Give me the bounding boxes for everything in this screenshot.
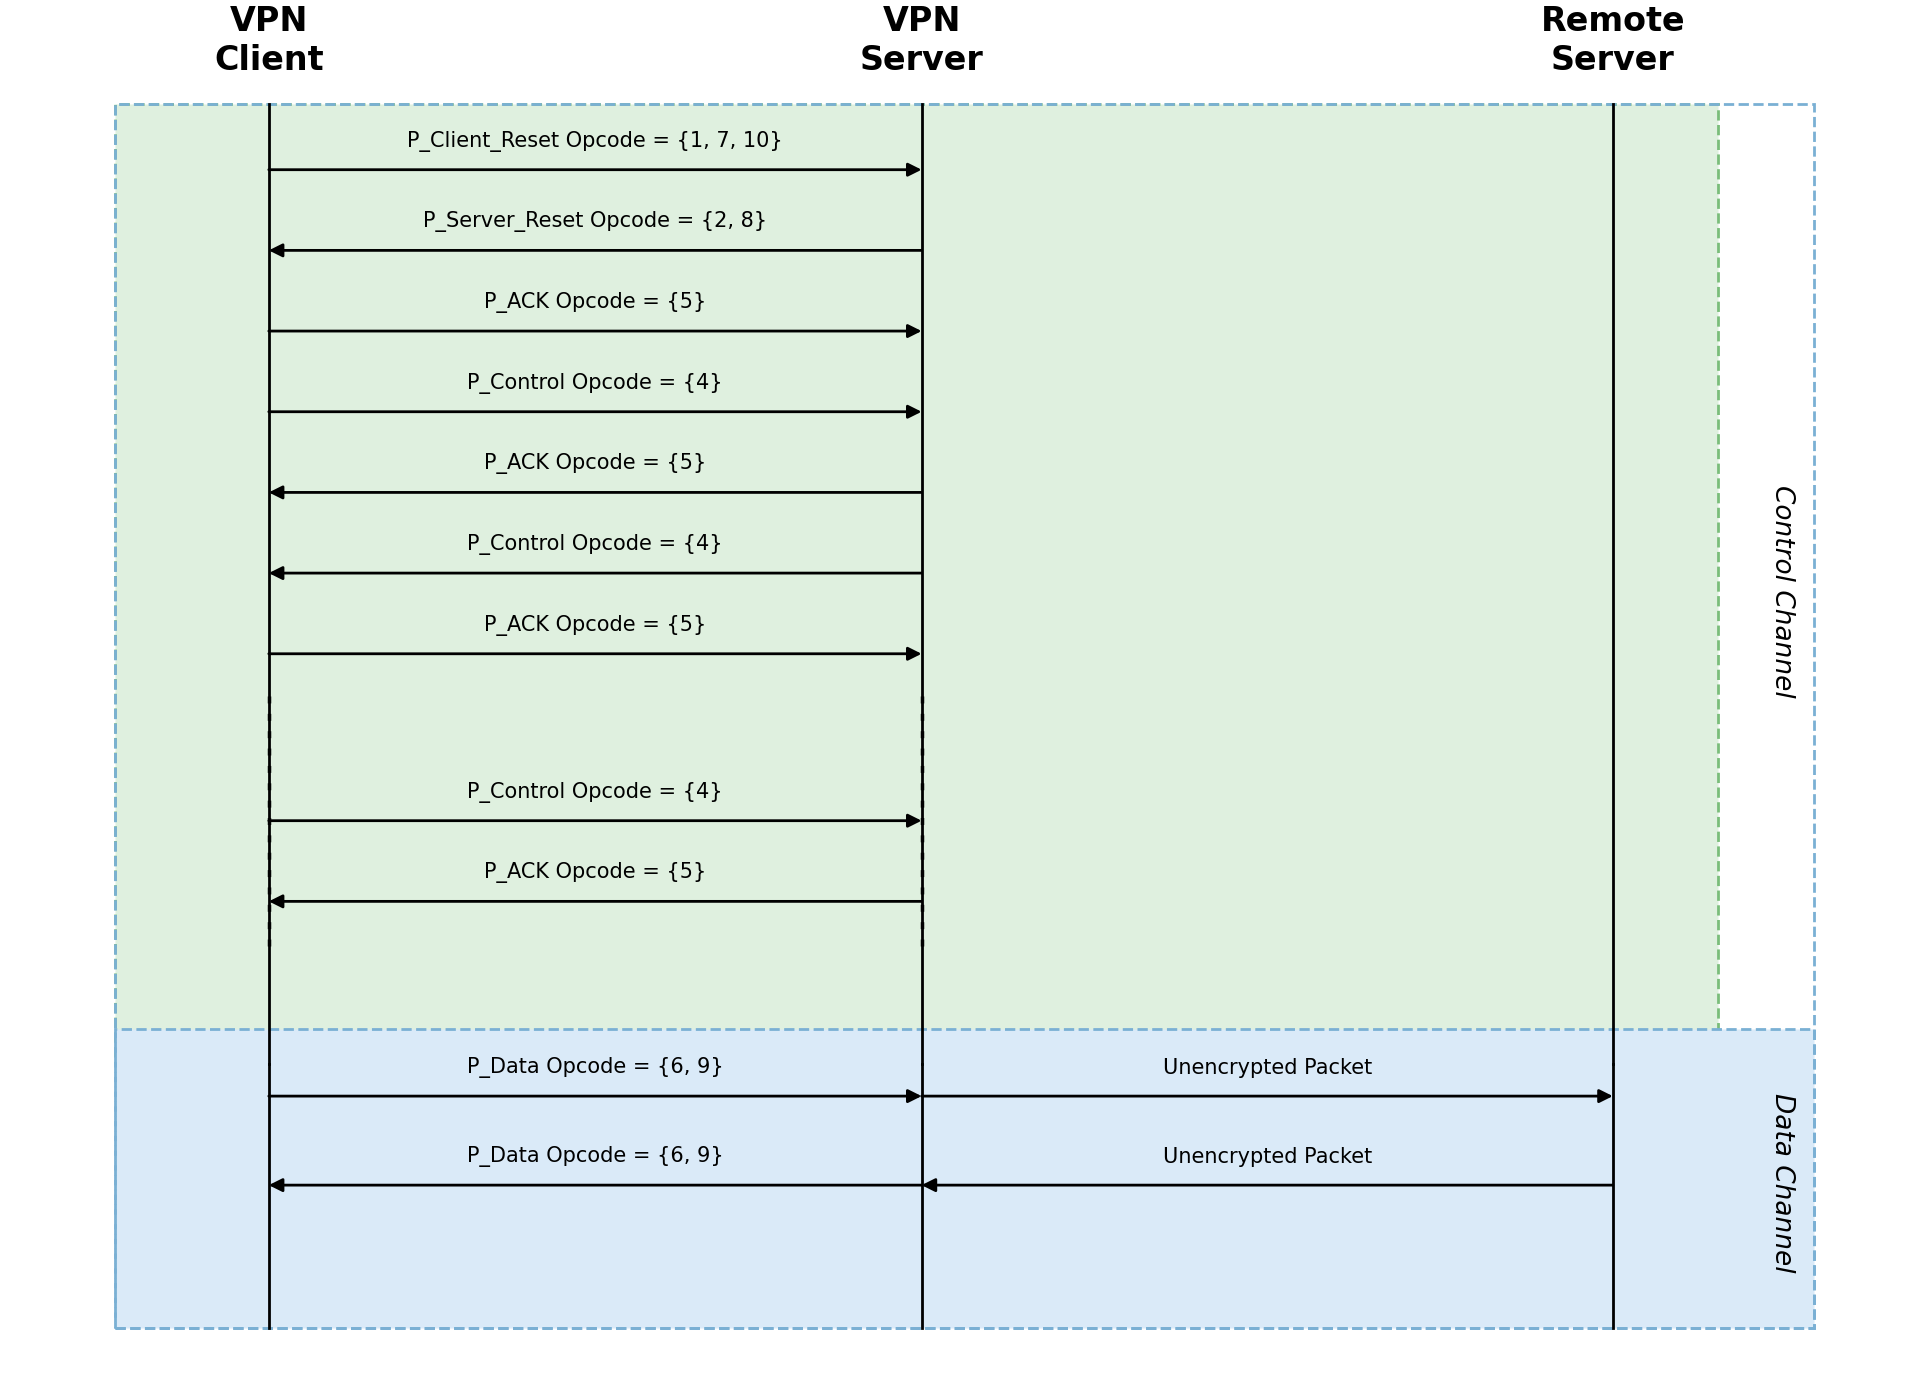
Text: P_Data Opcode = {6, 9}: P_Data Opcode = {6, 9} xyxy=(467,1146,724,1167)
Text: P_ACK Opcode = {5}: P_ACK Opcode = {5} xyxy=(484,615,707,636)
Text: Data Channel: Data Channel xyxy=(1768,1092,1795,1273)
Text: Remote
Server: Remote Server xyxy=(1540,6,1686,77)
Text: Control Channel: Control Channel xyxy=(1768,485,1795,697)
Text: Unencrypted Packet: Unencrypted Packet xyxy=(1164,1148,1371,1167)
Text: P_Client_Reset Opcode = {1, 7, 10}: P_Client_Reset Opcode = {1, 7, 10} xyxy=(407,131,783,152)
Text: P_Server_Reset Opcode = {2, 8}: P_Server_Reset Opcode = {2, 8} xyxy=(422,211,768,232)
Bar xyxy=(115,104,1718,1064)
Text: P_ACK Opcode = {5}: P_ACK Opcode = {5} xyxy=(484,453,707,474)
Text: P_Data Opcode = {6, 9}: P_Data Opcode = {6, 9} xyxy=(467,1057,724,1078)
Text: P_ACK Opcode = {5}: P_ACK Opcode = {5} xyxy=(484,862,707,883)
Text: P_Control Opcode = {4}: P_Control Opcode = {4} xyxy=(467,782,724,803)
Text: VPN
Client: VPN Client xyxy=(213,6,324,77)
Text: VPN
Server: VPN Server xyxy=(860,6,983,77)
Text: P_Control Opcode = {4}: P_Control Opcode = {4} xyxy=(467,534,724,555)
Text: Unencrypted Packet: Unencrypted Packet xyxy=(1164,1059,1371,1078)
Bar xyxy=(115,1029,1814,1328)
Text: P_Control Opcode = {4}: P_Control Opcode = {4} xyxy=(467,373,724,394)
Bar xyxy=(115,104,1814,1328)
Text: P_ACK Opcode = {5}: P_ACK Opcode = {5} xyxy=(484,292,707,313)
